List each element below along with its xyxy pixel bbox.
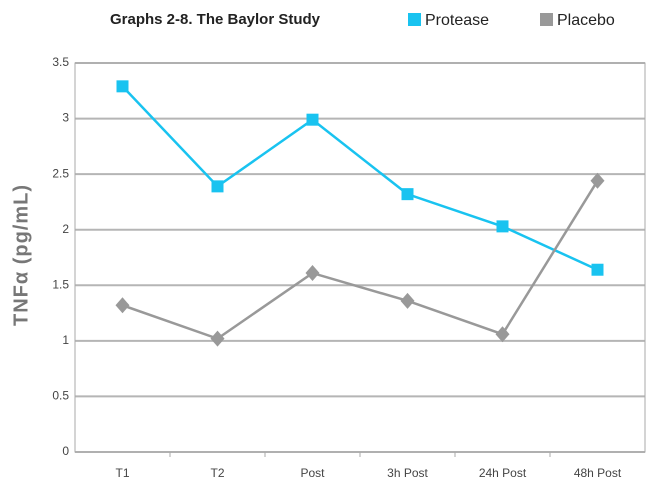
marker (306, 113, 319, 126)
x-tick-label: Post (300, 466, 325, 480)
marker (590, 172, 605, 189)
marker (210, 330, 225, 347)
series-line (121, 85, 599, 271)
legend-swatch (408, 13, 421, 26)
plot-border (74, 62, 646, 453)
y-tick-label: 2.5 (52, 166, 69, 180)
y-tick-label: 1.5 (52, 277, 69, 291)
x-tick-label: T2 (210, 466, 224, 480)
y-tick-label: 2 (62, 222, 69, 236)
y-tick-label: 0 (62, 444, 69, 458)
marker (401, 188, 414, 201)
x-tick-label: T1 (115, 466, 129, 480)
legend-label: Placebo (557, 12, 615, 29)
x-tick-label: 24h Post (479, 466, 527, 480)
series-line (122, 180, 599, 341)
x-tick-label: 3h Post (387, 466, 428, 480)
y-tick-label: 3.5 (52, 55, 69, 69)
legend-swatch (540, 13, 553, 26)
marker (305, 265, 320, 282)
y-tick-label: 1 (62, 333, 69, 347)
y-tick-label: 0.5 (52, 389, 69, 403)
marker (116, 80, 129, 93)
y-axis-label: TNFα (pg/mL) (10, 184, 32, 326)
marker (211, 180, 224, 193)
marker (495, 326, 510, 343)
legend-label: Protease (425, 12, 489, 29)
marker (496, 220, 509, 233)
marker (400, 292, 415, 309)
x-tick-label: 48h Post (574, 466, 622, 480)
chart-title: Graphs 2-8. The Baylor Study (110, 11, 321, 28)
y-tick-label: 3 (62, 111, 69, 125)
marker (115, 297, 130, 314)
marker (591, 263, 604, 276)
